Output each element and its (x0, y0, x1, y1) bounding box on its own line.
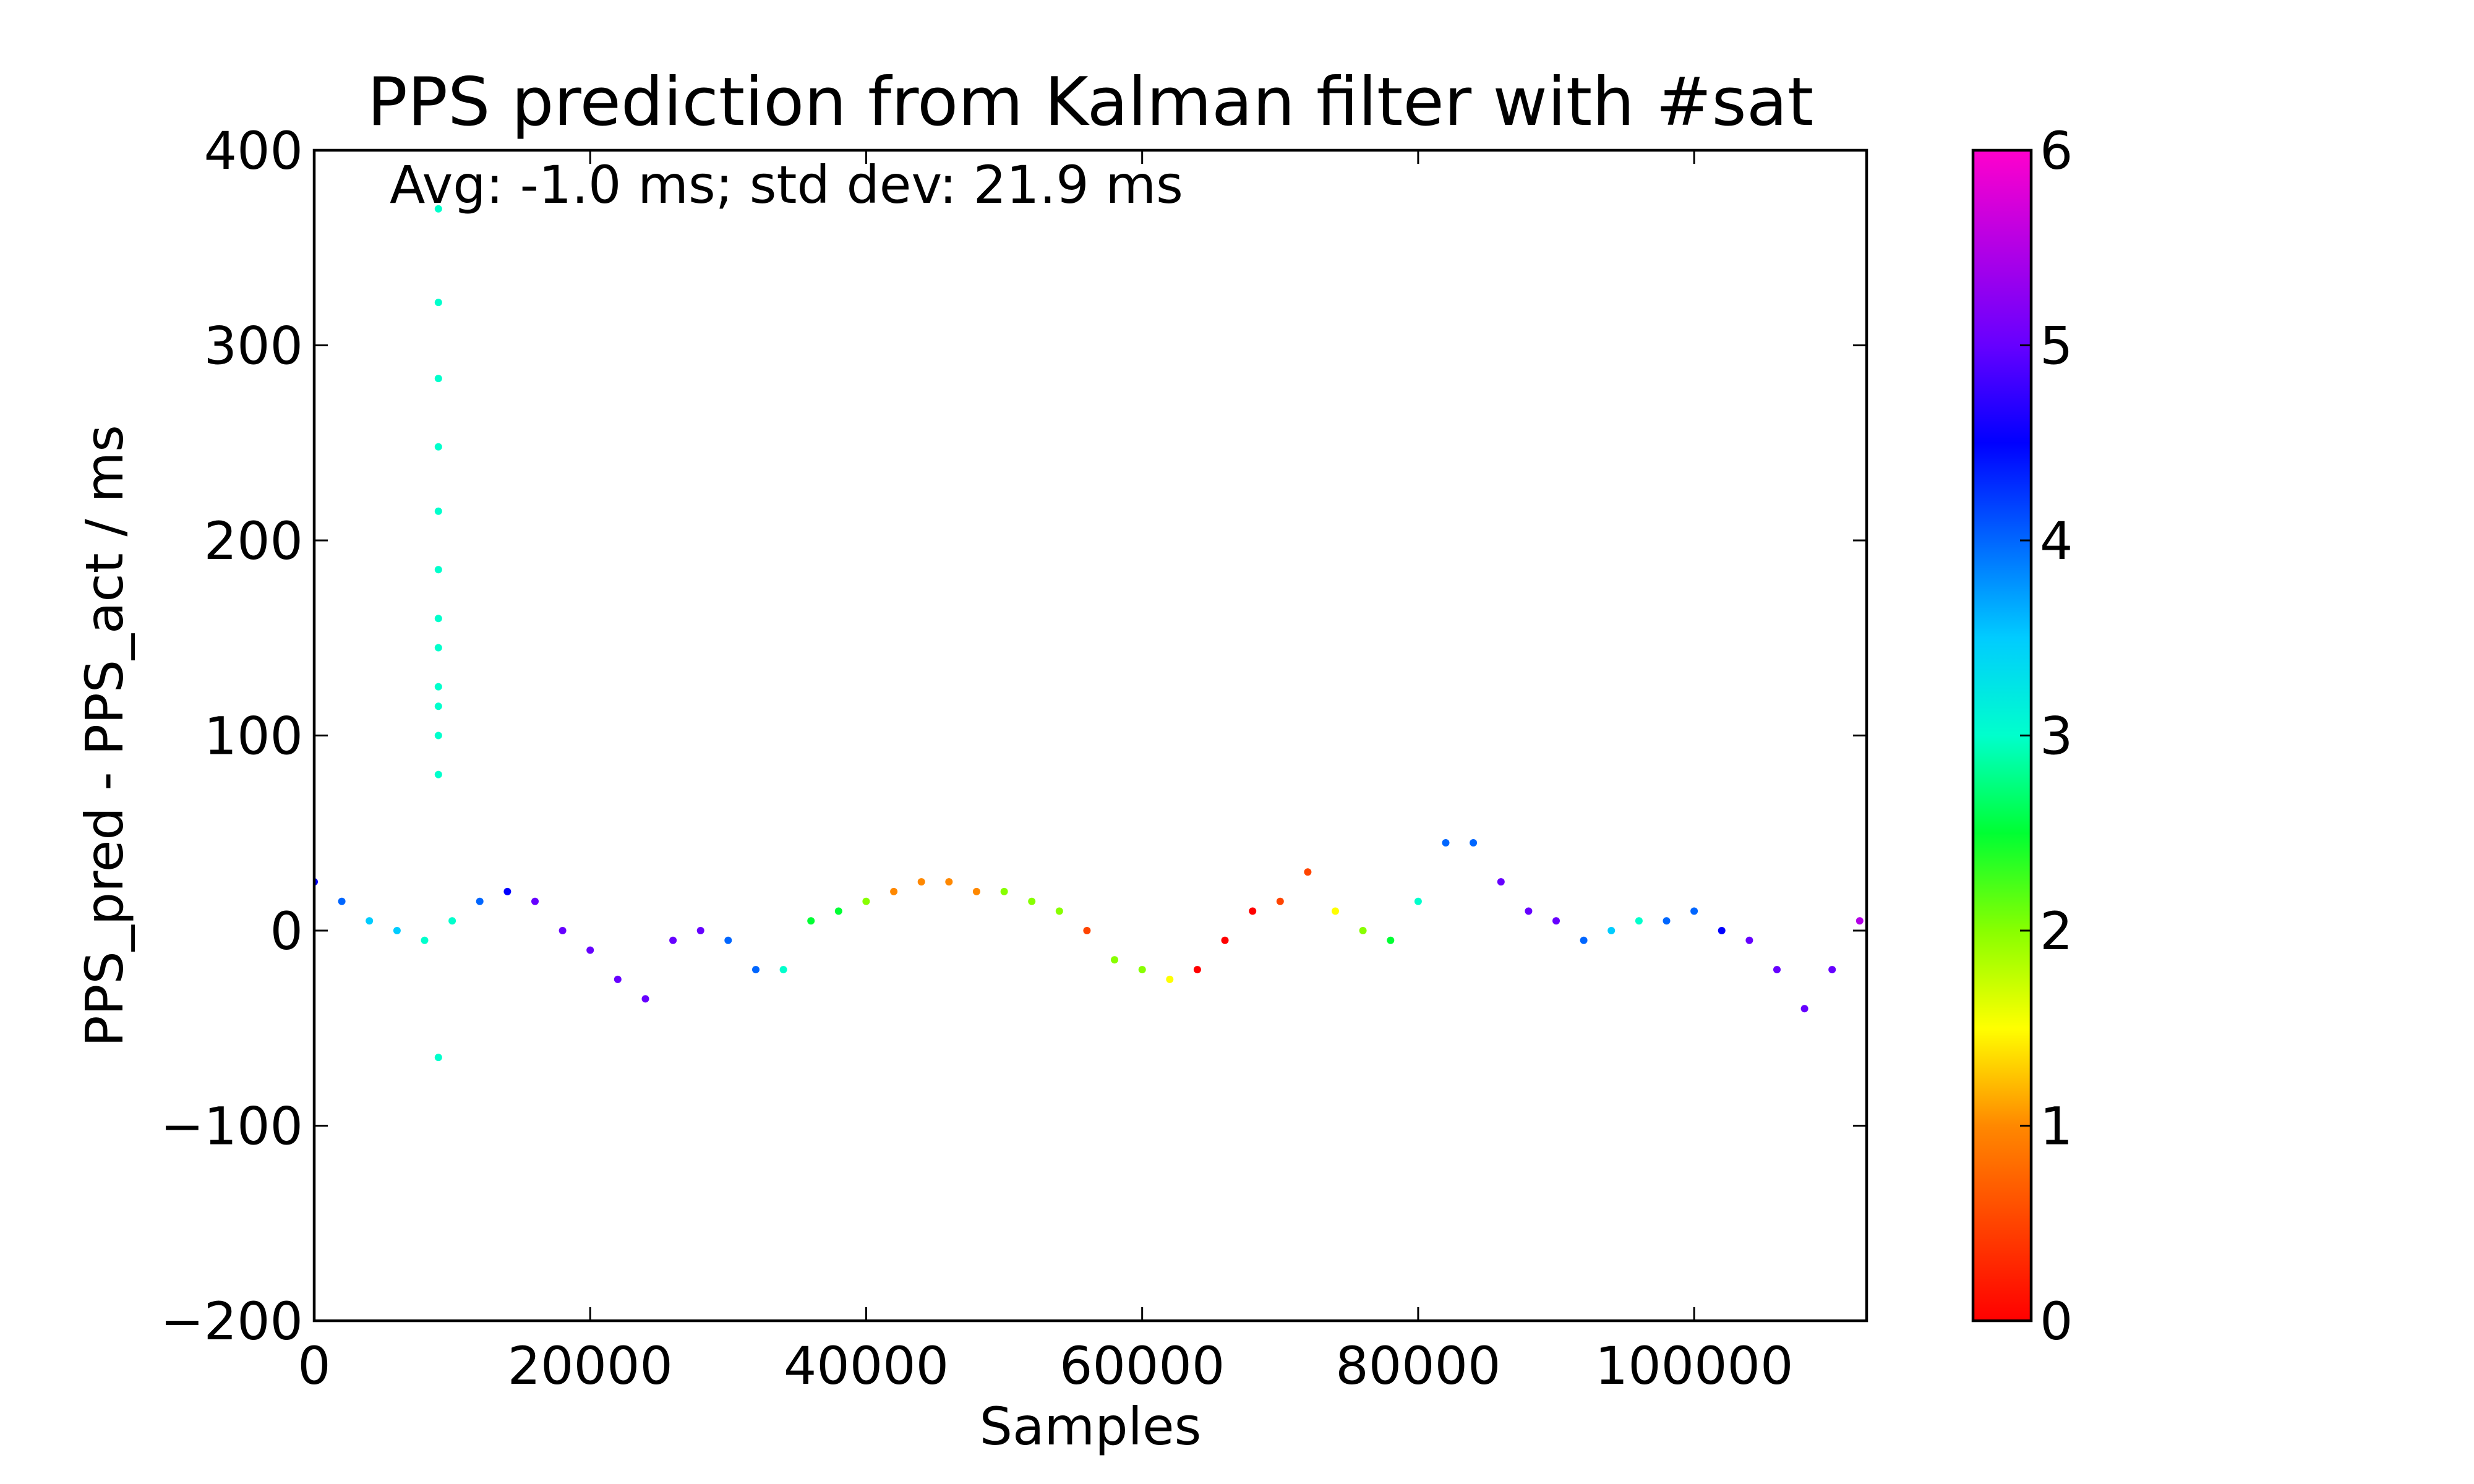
data-point (641, 995, 649, 1003)
data-point (807, 917, 815, 925)
data-point (1470, 839, 1478, 846)
y-tick-label: 300 (204, 316, 303, 377)
data-point (1083, 927, 1091, 934)
data-point (1635, 917, 1643, 925)
colorbar-tick-label: 3 (2040, 706, 2073, 767)
data-point (696, 927, 704, 934)
data-point (1221, 936, 1229, 944)
data-point (1249, 907, 1257, 915)
data-point (834, 907, 842, 915)
data-point (434, 731, 442, 740)
data-point (1359, 927, 1367, 934)
data-point (1800, 1005, 1808, 1013)
data-point (752, 966, 760, 974)
x-tick-label: 0 (297, 1336, 330, 1396)
data-point (1414, 897, 1422, 905)
data-point (779, 966, 787, 974)
data-point (1193, 966, 1201, 974)
y-tick-label: 400 (204, 121, 303, 181)
x-axis-ticks: 0 20000 40000 60000 80000 100000 (297, 150, 1793, 1396)
data-point (434, 375, 442, 383)
data-point (1580, 936, 1588, 944)
data-point (434, 683, 442, 691)
data-point (1387, 936, 1395, 944)
data-point (434, 205, 442, 213)
y-tick-label: 0 (270, 901, 303, 962)
data-point (945, 878, 953, 886)
y-axis-label: PPS_pred - PPS_act / ms (74, 425, 135, 1047)
data-point (1497, 878, 1505, 886)
data-point (917, 878, 925, 886)
data-point (586, 946, 594, 954)
y-tick-label: −200 (160, 1291, 303, 1352)
data-point (1111, 956, 1118, 964)
data-point (559, 927, 567, 934)
colorbar-tick-label: 2 (2040, 901, 2073, 962)
colorbar-tick-label: 4 (2040, 511, 2073, 571)
data-point (1828, 966, 1836, 974)
data-point (1525, 907, 1533, 915)
data-point (862, 897, 870, 905)
data-point (476, 897, 484, 905)
data-point (1773, 966, 1781, 974)
data-point (338, 897, 346, 905)
data-point (434, 615, 442, 623)
data-point (1000, 887, 1008, 895)
data-point (448, 917, 456, 925)
y-tick-label: −100 (160, 1096, 303, 1157)
x-tick-label: 20000 (508, 1336, 673, 1396)
data-point (531, 897, 539, 905)
data-point (1028, 897, 1036, 905)
y-axis-ticks: −200 −100 0 100 200 300 400 (160, 121, 1867, 1352)
data-point (1166, 975, 1174, 983)
data-point (1718, 927, 1726, 934)
x-tick-label: 60000 (1059, 1336, 1225, 1396)
data-point (434, 299, 442, 307)
data-point (393, 927, 401, 934)
colorbar-ticks: 0 1 2 3 4 5 6 (2020, 121, 2073, 1352)
data-point (724, 936, 732, 944)
colorbar-tick-label: 5 (2040, 316, 2073, 377)
data-point (972, 887, 980, 895)
data-point (366, 917, 374, 925)
colorbar-tick-label: 1 (2040, 1096, 2073, 1157)
data-point (1276, 897, 1284, 905)
data-point (1055, 907, 1063, 915)
colorbar-tick-label: 6 (2040, 121, 2073, 181)
data-point (434, 702, 442, 710)
data-point (1332, 907, 1339, 915)
x-tick-label: 40000 (784, 1336, 949, 1396)
data-point (1607, 927, 1616, 934)
data-points (314, 205, 1864, 1062)
data-point (434, 1054, 442, 1062)
data-point (669, 936, 677, 944)
x-tick-label: 100000 (1595, 1336, 1794, 1396)
data-point (434, 443, 442, 451)
data-point (1856, 917, 1864, 925)
data-point (1663, 917, 1671, 925)
plot-frame (312, 148, 1868, 1323)
data-point (421, 936, 429, 944)
data-point (434, 644, 442, 652)
data-point (614, 975, 622, 983)
data-point (890, 887, 898, 895)
colorbar-tick-label: 0 (2040, 1291, 2073, 1352)
data-point (434, 770, 442, 778)
data-point (434, 566, 442, 574)
y-tick-label: 200 (204, 511, 303, 571)
x-axis-label: Samples (980, 1396, 1202, 1457)
data-point (503, 887, 511, 895)
data-point (1304, 868, 1312, 876)
y-tick-label: 100 (204, 706, 303, 767)
data-point (1745, 936, 1753, 944)
data-point (1690, 907, 1698, 915)
data-point (434, 507, 442, 515)
x-tick-label: 80000 (1335, 1336, 1500, 1396)
data-point (1442, 839, 1450, 846)
data-point (1138, 966, 1146, 974)
stats-annotation: Avg: -1.0 ms; std dev: 21.9 ms (390, 155, 1183, 215)
data-point (1552, 917, 1560, 925)
chart-title: PPS prediction from Kalman filter with #… (367, 64, 1814, 141)
